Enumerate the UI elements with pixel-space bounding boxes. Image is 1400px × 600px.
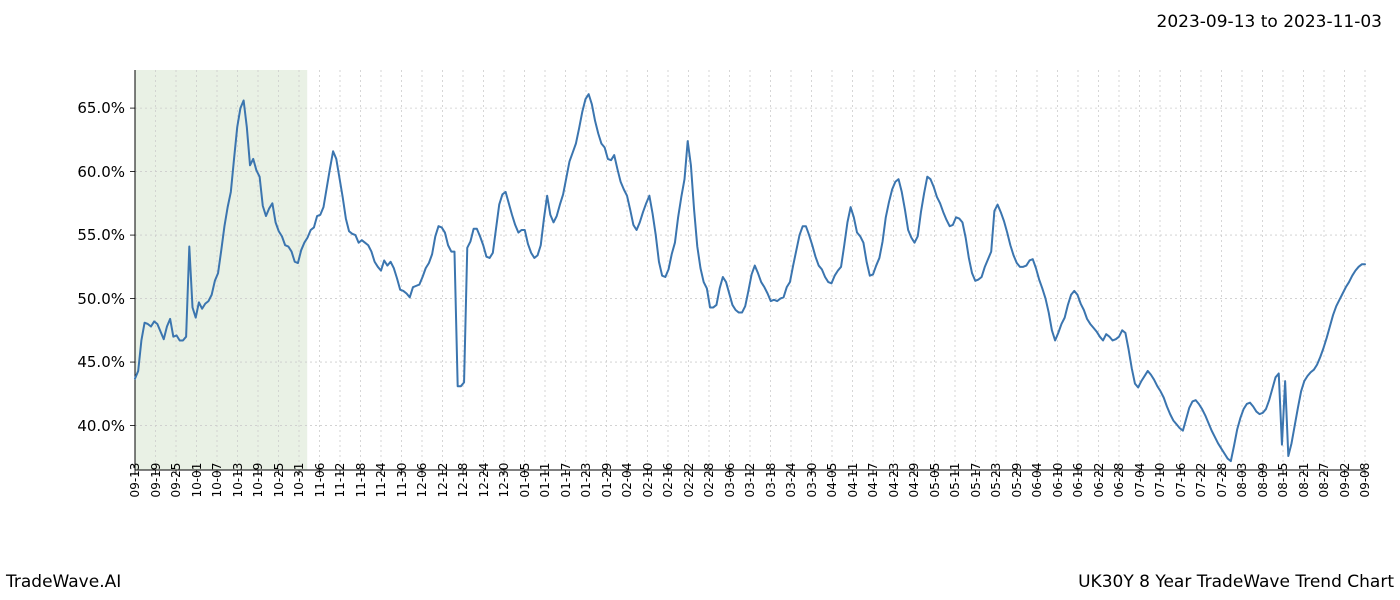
x-tick-label: 05-11 [948, 463, 962, 498]
x-tick-label: 12-30 [497, 463, 511, 498]
x-tick-label: 06-22 [1092, 463, 1106, 498]
x-tick-label: 04-23 [887, 463, 901, 498]
x-tick-label: 04-29 [907, 463, 921, 498]
x-tick-label: 10-19 [251, 463, 265, 498]
x-tick-label: 09-02 [1338, 463, 1352, 498]
x-tick-label: 07-04 [1133, 463, 1147, 498]
chart-title: UK30Y 8 Year TradeWave Trend Chart [1078, 572, 1394, 592]
x-tick-label: 10-31 [292, 463, 306, 498]
x-tick-label: 05-17 [969, 463, 983, 498]
x-tick-label: 07-16 [1174, 463, 1188, 498]
x-tick-label: 07-28 [1215, 463, 1229, 498]
x-tick-label: 07-22 [1194, 463, 1208, 498]
x-tick-label: 08-27 [1317, 463, 1331, 498]
x-tick-label: 03-18 [764, 463, 778, 498]
x-tick-label: 11-30 [395, 463, 409, 498]
y-tick-label: 45.0% [25, 353, 125, 371]
x-tick-label: 08-03 [1235, 463, 1249, 498]
x-tick-label: 03-06 [723, 463, 737, 498]
x-tick-label: 12-12 [436, 463, 450, 498]
x-tick-label: 11-24 [374, 463, 388, 498]
x-tick-label: 03-24 [784, 463, 798, 498]
brand-label: TradeWave.AI [6, 572, 121, 592]
x-tick-label: 01-05 [518, 463, 532, 498]
x-tick-label: 10-01 [190, 463, 204, 498]
x-tick-label: 01-23 [579, 463, 593, 498]
x-tick-label: 09-19 [149, 463, 163, 498]
x-tick-label: 03-30 [805, 463, 819, 498]
x-tick-label: 02-10 [641, 463, 655, 498]
y-tick-label: 55.0% [25, 226, 125, 244]
x-tick-label: 06-10 [1051, 463, 1065, 498]
x-tick-label: 12-24 [477, 463, 491, 498]
x-tick-label: 08-21 [1297, 463, 1311, 498]
x-tick-label: 07-10 [1153, 463, 1167, 498]
y-tick-label: 50.0% [25, 290, 125, 308]
x-tick-label: 02-22 [682, 463, 696, 498]
x-tick-label: 04-17 [866, 463, 880, 498]
x-tick-label: 06-28 [1112, 463, 1126, 498]
x-tick-label: 10-07 [210, 463, 224, 498]
x-tick-label: 08-09 [1256, 463, 1270, 498]
x-tick-label: 05-29 [1010, 463, 1024, 498]
x-tick-label: 02-04 [620, 463, 634, 498]
x-tick-label: 01-29 [600, 463, 614, 498]
x-tick-label: 12-06 [415, 463, 429, 498]
x-tick-label: 09-13 [128, 463, 142, 498]
x-tick-label: 12-18 [456, 463, 470, 498]
x-tick-label: 11-06 [313, 463, 327, 498]
x-tick-label: 11-18 [354, 463, 368, 498]
x-tick-label: 04-05 [825, 463, 839, 498]
x-tick-label: 08-15 [1276, 463, 1290, 498]
chart-area: 40.0% 45.0% 50.0% 55.0% 60.0% 65.0% 09-13 09-1… [0, 40, 1400, 540]
x-tick-label: 02-16 [661, 463, 675, 498]
x-tick-label: 10-13 [231, 463, 245, 498]
x-tick-label: 02-28 [702, 463, 716, 498]
x-tick-label: 04-11 [846, 463, 860, 498]
x-tick-label: 01-11 [538, 463, 552, 498]
x-tick-label: 06-04 [1030, 463, 1044, 498]
x-tick-label: 06-16 [1071, 463, 1085, 498]
x-tick-label: 03-12 [743, 463, 757, 498]
x-tick-label: 09-08 [1358, 463, 1372, 498]
x-tick-label: 05-23 [989, 463, 1003, 498]
x-tick-label: 01-17 [559, 463, 573, 498]
x-tick-label: 11-12 [333, 463, 347, 498]
x-tick-label: 09-25 [169, 463, 183, 498]
x-tick-label: 10-25 [272, 463, 286, 498]
y-tick-label: 60.0% [25, 163, 125, 181]
y-tick-label: 65.0% [25, 99, 125, 117]
y-tick-label: 40.0% [25, 417, 125, 435]
date-range-label: 2023-09-13 to 2023-11-03 [1157, 12, 1382, 32]
x-tick-label: 05-05 [928, 463, 942, 498]
